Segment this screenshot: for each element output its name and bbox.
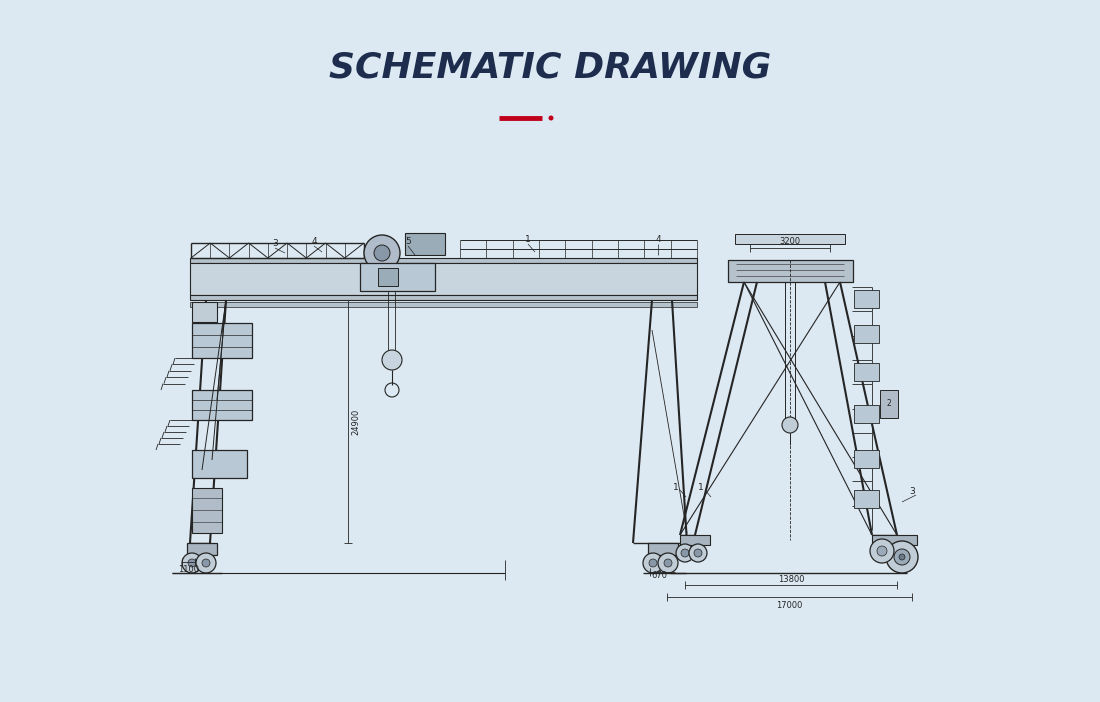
Circle shape (202, 559, 210, 567)
Bar (190, 263, 697, 295)
Bar (360, 263, 434, 291)
Bar (187, 543, 217, 555)
Circle shape (196, 553, 216, 573)
Circle shape (894, 549, 910, 565)
Bar (192, 450, 248, 478)
Circle shape (676, 544, 694, 562)
Circle shape (681, 549, 689, 557)
Bar (192, 323, 252, 358)
Circle shape (689, 544, 707, 562)
Text: 2: 2 (887, 399, 891, 409)
Text: 3: 3 (272, 239, 278, 249)
Circle shape (658, 553, 678, 573)
Text: 670: 670 (651, 571, 667, 581)
Circle shape (374, 245, 390, 261)
Bar (854, 490, 879, 508)
Text: 1: 1 (698, 482, 704, 491)
Circle shape (664, 559, 672, 567)
Circle shape (649, 559, 657, 567)
Circle shape (182, 553, 202, 573)
Circle shape (899, 554, 905, 560)
Circle shape (694, 549, 702, 557)
Text: 4: 4 (311, 237, 317, 246)
Text: 1100: 1100 (178, 566, 199, 574)
Bar (648, 543, 678, 555)
Bar (680, 535, 710, 545)
Text: 1: 1 (525, 235, 531, 244)
Bar (190, 302, 697, 307)
Bar (192, 488, 222, 533)
Circle shape (782, 417, 797, 433)
Bar (378, 268, 398, 286)
Text: 5: 5 (405, 237, 411, 246)
Bar (405, 233, 446, 255)
Circle shape (382, 350, 402, 370)
Bar (192, 302, 217, 322)
Bar (854, 325, 879, 343)
Bar (190, 258, 697, 263)
Bar (880, 390, 898, 418)
Text: 3: 3 (909, 487, 915, 496)
Bar (872, 535, 917, 545)
Text: 1: 1 (673, 482, 679, 491)
Circle shape (870, 539, 894, 563)
Bar (728, 260, 852, 282)
Text: 4: 4 (656, 235, 661, 244)
Circle shape (644, 553, 663, 573)
Text: 3200: 3200 (780, 237, 801, 246)
Text: 17000: 17000 (777, 600, 803, 609)
Circle shape (364, 235, 400, 271)
Text: 24900: 24900 (352, 409, 361, 435)
Circle shape (188, 559, 196, 567)
Bar (190, 295, 697, 300)
Bar (192, 390, 252, 420)
Bar (854, 405, 879, 423)
Circle shape (877, 546, 887, 556)
Text: SCHEMATIC DRAWING: SCHEMATIC DRAWING (329, 51, 771, 85)
Circle shape (886, 541, 918, 573)
Bar (854, 363, 879, 381)
Bar (854, 450, 879, 468)
Circle shape (549, 116, 553, 121)
Bar (735, 234, 845, 244)
Text: 13800: 13800 (778, 574, 804, 583)
Bar (854, 290, 879, 308)
